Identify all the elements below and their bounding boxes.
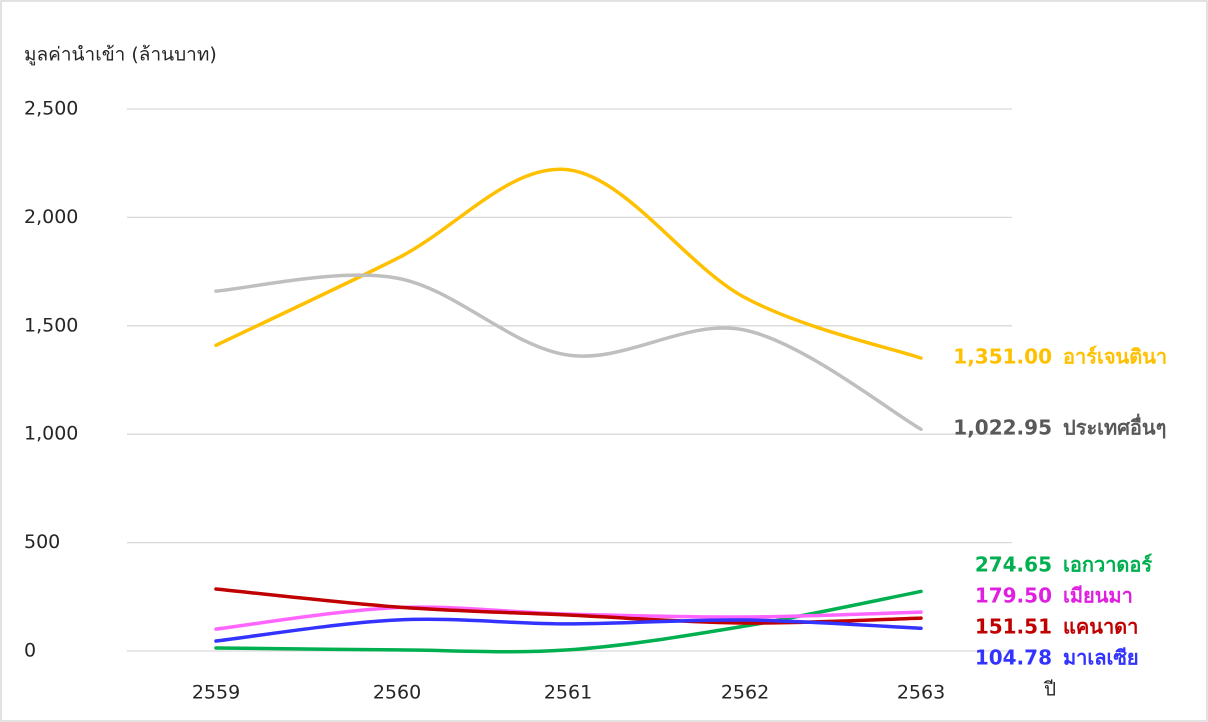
- value-label: 179.50: [975, 583, 1052, 607]
- series-name-label: มาเลเซีย: [1063, 645, 1139, 669]
- line: [214, 617, 923, 643]
- value-label: 104.78: [975, 645, 1052, 669]
- y-tick-label: 500: [24, 531, 60, 553]
- x-tick-label: 2559: [192, 682, 240, 704]
- line: [214, 167, 923, 360]
- series-name-label: ประเทศอื่นๆ: [1063, 413, 1166, 440]
- series-name-label: เอกวาดอร์: [1063, 552, 1152, 576]
- y-axis-label: มูลค่านำเข้า (ล้านบาท): [24, 44, 217, 66]
- value-label: 1,351.00: [953, 345, 1052, 369]
- y-tick-label: 2,500: [24, 98, 78, 120]
- x-tick-label: 2560: [373, 682, 421, 704]
- series-name-label: เมียนมา: [1063, 583, 1133, 607]
- series-name-label: อาร์เจนตินา: [1063, 345, 1167, 369]
- y-tick-label: 0: [24, 640, 36, 662]
- value-label: 274.65: [975, 552, 1052, 576]
- y-tick-label: 2,000: [24, 206, 78, 228]
- x-tick-label: 2563: [897, 682, 945, 704]
- x-axis-label: ปี: [1043, 679, 1056, 701]
- y-tick-label: 1,000: [24, 423, 78, 445]
- value-label: 151.51: [975, 614, 1052, 638]
- x-tick-label: 2561: [544, 682, 592, 704]
- x-tick-label: 2562: [721, 682, 769, 704]
- line: [214, 273, 923, 431]
- y-tick-label: 1,500: [24, 314, 78, 336]
- value-label: 1,022.95: [953, 416, 1052, 440]
- series-name-label: แคนาดา: [1063, 614, 1138, 638]
